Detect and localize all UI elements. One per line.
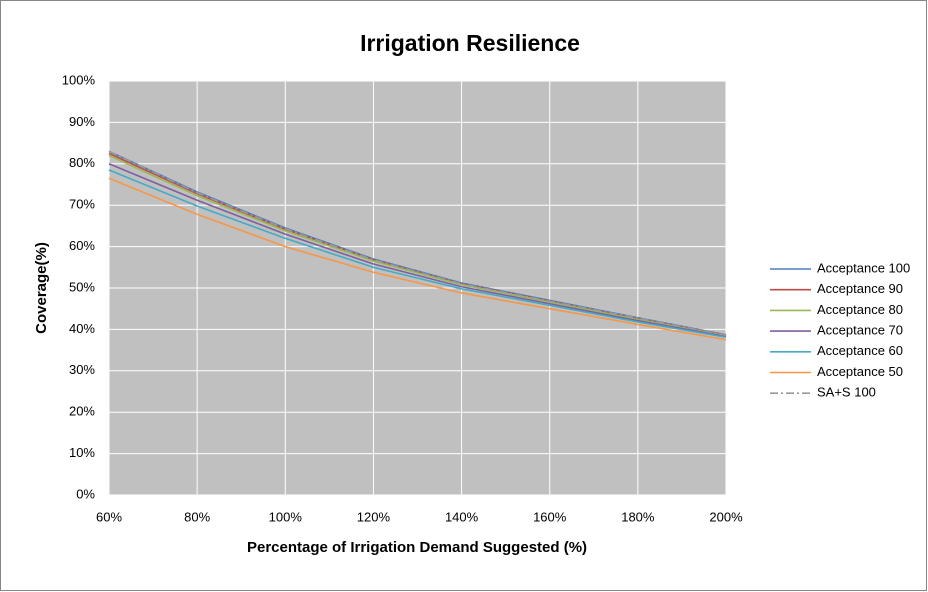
legend-label: Acceptance 90 [817,281,903,296]
legend-label: SA+S 100 [817,385,876,400]
y-tick-label: 40% [69,321,95,336]
x-tick-label: 160% [533,509,567,524]
y-tick-label: 90% [69,114,95,129]
y-tick-label: 10% [69,445,95,460]
x-tick-label: 140% [445,509,479,524]
y-tick-label: 30% [69,362,95,377]
legend-label: Acceptance 50 [817,364,903,379]
chart-title: Irrigation Resilience [360,30,580,56]
x-axis-label: Percentage of Irrigation Demand Suggeste… [247,539,587,556]
x-tick-label: 120% [357,509,391,524]
y-tick-label: 20% [69,404,95,419]
y-axis-label: Coverage(%) [33,242,50,334]
y-tick-label: 80% [69,155,95,170]
series-line [108,169,727,339]
legend-label: Acceptance 80 [817,302,903,317]
x-tick-label: 80% [184,509,210,524]
legend-label: Acceptance 60 [817,343,903,358]
legend-label: Acceptance 100 [817,260,910,275]
y-tick-label: 70% [69,197,95,212]
series-line [108,154,727,337]
series-line [108,177,727,341]
y-tick-label: 60% [69,238,95,253]
x-tick-label: 60% [96,509,122,524]
series-line [108,150,727,336]
x-tick-label: 200% [709,509,743,524]
y-tick-label: 100% [62,72,96,87]
y-tick-label: 0% [76,486,95,501]
x-tick-label: 100% [269,509,303,524]
x-tick-label: 180% [621,509,655,524]
legend-label: Acceptance 70 [817,323,903,338]
y-tick-label: 50% [69,279,95,294]
series-line [108,163,727,338]
